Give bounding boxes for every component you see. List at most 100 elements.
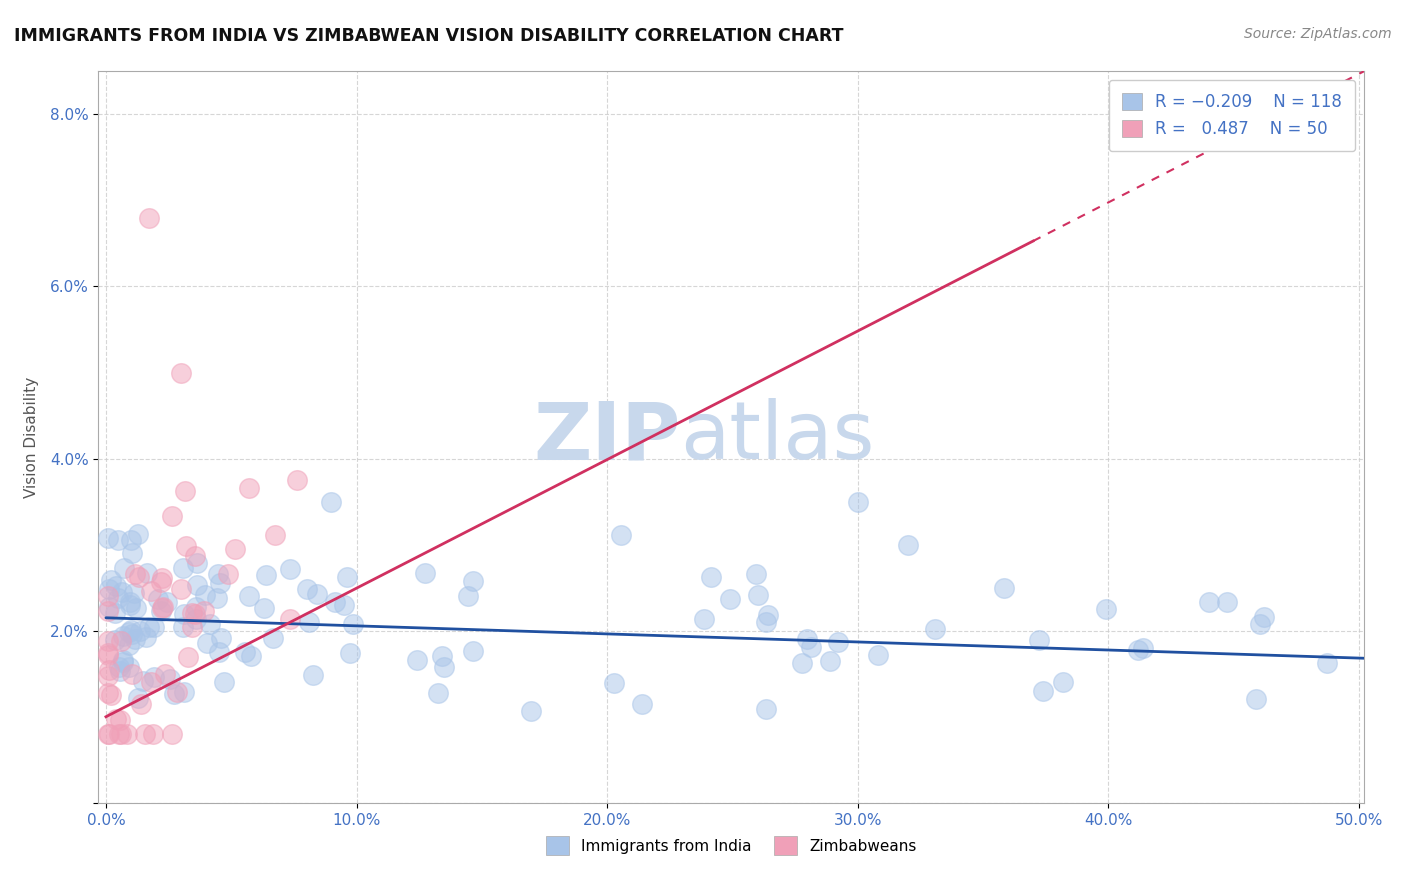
Point <box>993 582 1015 596</box>
Point <box>110 727 132 741</box>
Point <box>120 598 142 612</box>
Point <box>827 635 849 649</box>
Point <box>143 669 166 683</box>
Point <box>104 606 127 620</box>
Legend: Immigrants from India, Zimbabweans: Immigrants from India, Zimbabweans <box>540 830 922 861</box>
Point <box>193 604 215 618</box>
Point <box>755 702 778 716</box>
Point <box>142 619 165 633</box>
Point <box>115 727 138 741</box>
Point <box>150 571 173 585</box>
Point <box>520 704 543 718</box>
Point <box>160 509 183 524</box>
Point <box>173 685 195 699</box>
Text: IMMIGRANTS FROM INDIA VS ZIMBABWEAN VISION DISABILITY CORRELATION CHART: IMMIGRANTS FROM INDIA VS ZIMBABWEAN VISI… <box>14 27 844 45</box>
Point <box>97 599 120 614</box>
Point <box>297 615 319 629</box>
Point <box>212 675 235 690</box>
Point <box>97 582 120 597</box>
Point <box>97 727 120 741</box>
Point <box>117 638 139 652</box>
Point <box>186 578 208 592</box>
Point <box>1198 595 1220 609</box>
Point <box>152 600 174 615</box>
Point <box>138 211 160 225</box>
Point <box>1249 617 1271 632</box>
Point <box>195 636 218 650</box>
Point <box>1128 643 1150 657</box>
Point <box>139 584 162 599</box>
Point <box>121 626 143 640</box>
Point <box>301 667 323 681</box>
Point <box>233 645 256 659</box>
Point <box>430 648 453 663</box>
Point <box>170 366 193 380</box>
Point <box>124 632 146 646</box>
Point <box>97 668 120 682</box>
Point <box>97 590 120 604</box>
Point <box>129 697 152 711</box>
Point <box>631 698 654 712</box>
Point <box>1253 610 1275 624</box>
Point <box>180 607 202 621</box>
Point <box>107 533 129 547</box>
Text: atlas: atlas <box>681 398 875 476</box>
Point <box>104 712 127 726</box>
Point <box>184 612 207 626</box>
Point <box>124 566 146 581</box>
Point <box>127 691 149 706</box>
Point <box>125 601 148 615</box>
Point <box>97 634 120 648</box>
Point <box>128 570 150 584</box>
Point <box>97 686 120 700</box>
Point <box>610 528 633 542</box>
Point <box>253 601 276 615</box>
Point <box>693 612 716 626</box>
Point <box>336 570 359 584</box>
Point <box>104 579 127 593</box>
Point <box>117 625 139 640</box>
Point <box>100 573 122 587</box>
Point <box>186 557 208 571</box>
Point <box>205 591 228 605</box>
Point <box>120 623 142 637</box>
Point <box>868 648 890 662</box>
Point <box>846 494 869 508</box>
Point <box>156 595 179 609</box>
Point <box>321 494 343 508</box>
Point <box>97 604 120 618</box>
Point <box>186 600 208 615</box>
Point <box>97 532 120 546</box>
Point <box>184 607 207 621</box>
Point <box>461 644 484 658</box>
Point <box>278 612 301 626</box>
Point <box>180 619 202 633</box>
Point <box>127 527 149 541</box>
Point <box>745 567 768 582</box>
Point <box>254 568 277 582</box>
Point <box>112 629 135 643</box>
Point <box>150 600 173 615</box>
Point <box>118 595 141 609</box>
Point <box>264 528 287 542</box>
Point <box>756 608 779 623</box>
Point <box>800 640 823 654</box>
Point <box>112 561 135 575</box>
Point <box>141 674 163 689</box>
Point <box>461 574 484 588</box>
Point <box>183 549 205 563</box>
Point <box>118 660 141 674</box>
Point <box>413 566 436 581</box>
Point <box>98 663 121 677</box>
Point <box>332 599 354 613</box>
Point <box>170 582 193 597</box>
Point <box>108 713 131 727</box>
Point <box>100 689 122 703</box>
Point <box>112 655 135 669</box>
Point <box>120 533 142 548</box>
Point <box>149 604 172 618</box>
Point <box>339 647 361 661</box>
Point <box>108 665 131 679</box>
Point <box>177 649 200 664</box>
Point <box>200 617 222 632</box>
